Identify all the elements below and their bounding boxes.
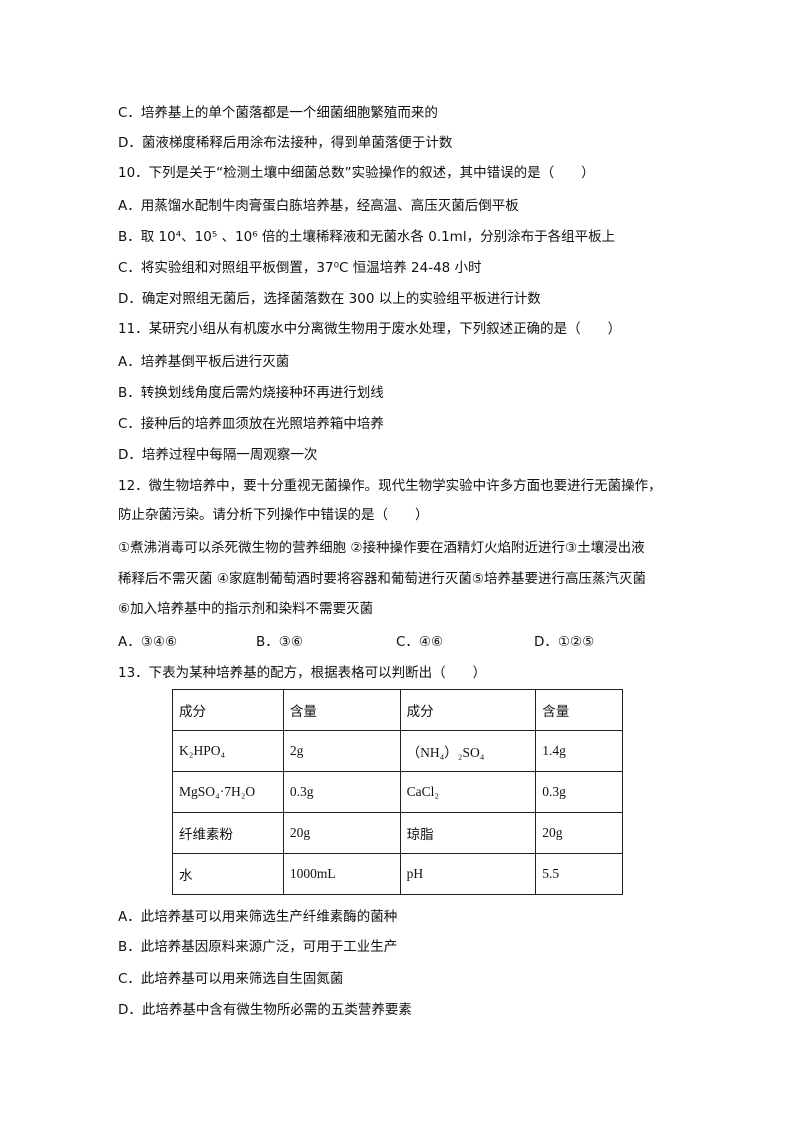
q11-stem: 11．某研究小组从有机废水中分离微生物用于废水处理，下列叙述正确的是（ ） [118, 321, 622, 337]
q10-option-d: D．确定对照组无菌后，选择菌落数在 300 以上的实验组平板进行计数 [118, 291, 541, 307]
table-row: MgSO₄·7H₂O 0.3g CaCl₂ 0.3g [172, 771, 623, 813]
table-cell: 成分 [172, 689, 284, 731]
table-cell: pH [399, 853, 537, 895]
table-cell: 20g [535, 812, 623, 854]
table-row: 水 1000mL pH 5.5 [172, 853, 623, 895]
q12-option-a: A．③④⑥ [118, 634, 178, 650]
table-cell: 含量 [282, 689, 401, 731]
q13-option-d: D．此培养基中含有微生物所必需的五类营养要素 [118, 1002, 412, 1018]
table-cell: 纤维素粉 [172, 812, 284, 854]
q12-stem-line1: 12．微生物培养中，要十分重视无菌操作。现代生物学实验中许多方面也要进行无菌操作… [118, 478, 662, 494]
table-cell: K₂HPO₄ [172, 730, 284, 772]
table-cell: 1.4g [535, 730, 623, 772]
table-row: 纤维素粉 20g 琼脂 20g [172, 812, 623, 854]
q9-option-d: D．菌液梯度稀释后用涂布法接种，得到单菌落便于计数 [118, 135, 453, 151]
table-row: K₂HPO₄ 2g （NH₄）₂SO₄ 1.4g [172, 730, 623, 772]
q11-option-d: D．培养过程中每隔一周观察一次 [118, 447, 318, 463]
table-cell: 成分 [399, 689, 537, 731]
table-cell: MgSO₄·7H₂O [172, 771, 284, 813]
q13-stem: 13．下表为某种培养基的配方，根据表格可以判断出（ ） [118, 665, 487, 681]
table-cell: 0.3g [535, 771, 623, 813]
table-cell: 1000mL [282, 853, 401, 895]
q13-option-a: A．此培养基可以用来筛选生产纤维素酶的菌种 [118, 909, 398, 925]
table-cell: 含量 [535, 689, 623, 731]
q12-option-b: B．③⑥ [256, 634, 303, 650]
q13-option-b: B．此培养基因原料来源广泛，可用于工业生产 [118, 939, 398, 955]
q12-option-c: C．④⑥ [396, 634, 444, 650]
q12-items-line1: ①煮沸消毒可以杀死微生物的营养细胞 ②接种操作要在酒精灯火焰附近进行③土壤浸出液 [118, 540, 645, 556]
table-cell: 5.5 [535, 853, 623, 895]
q11-option-a: A．培养基倒平板后进行灭菌 [118, 354, 290, 370]
table-header-row: 成分 含量 成分 含量 [172, 689, 623, 731]
q12-stem-line2: 防止杂菌污染。请分析下列操作中错误的是（ ） [118, 507, 429, 523]
table-cell: 水 [172, 853, 284, 895]
q12-items-line2: 稀释后不需灭菌 ④家庭制葡萄酒时要将容器和葡萄进行灭菌⑤培养基要进行高压蒸汽灭菌 [118, 571, 646, 587]
q11-option-b: B．转换划线角度后需灼烧接种环再进行划线 [118, 385, 384, 401]
medium-formula-table: 成分 含量 成分 含量 K₂HPO₄ 2g （NH₄）₂SO₄ 1.4g MgS… [172, 689, 623, 895]
table-cell: CaCl₂ [399, 771, 537, 813]
q11-option-c: C．接种后的培养皿须放在光照培养箱中培养 [118, 416, 384, 432]
q13-option-c: C．此培养基可以用来筛选自生固氮菌 [118, 971, 344, 987]
table-cell: 琼脂 [399, 812, 537, 854]
q10-option-c: C．将实验组和对照组平板倒置，37⁰C 恒温培养 24-48 小时 [118, 260, 482, 276]
table-cell: （NH₄）₂SO₄ [399, 730, 537, 772]
q9-option-c: C．培养基上的单个菌落都是一个细菌细胞繁殖而来的 [118, 105, 438, 121]
table-cell: 20g [282, 812, 401, 854]
table-cell: 2g [282, 730, 401, 772]
q12-option-d: D．①②⑤ [534, 634, 595, 650]
q10-stem: 10．下列是关于“检测土壤中细菌总数”实验操作的叙述，其中错误的是（ ） [118, 165, 595, 181]
q10-option-b: B．取 10⁴、10⁵ 、10⁶ 倍的土壤稀释液和无菌水各 0.1ml，分别涂布… [118, 229, 616, 245]
q10-option-a: A．用蒸馏水配制牛肉膏蛋白胨培养基，经高温、高压灭菌后倒平板 [118, 198, 519, 214]
table-cell: 0.3g [282, 771, 401, 813]
q12-items-line3: ⑥加入培养基中的指示剂和染料不需要灭菌 [118, 601, 374, 617]
